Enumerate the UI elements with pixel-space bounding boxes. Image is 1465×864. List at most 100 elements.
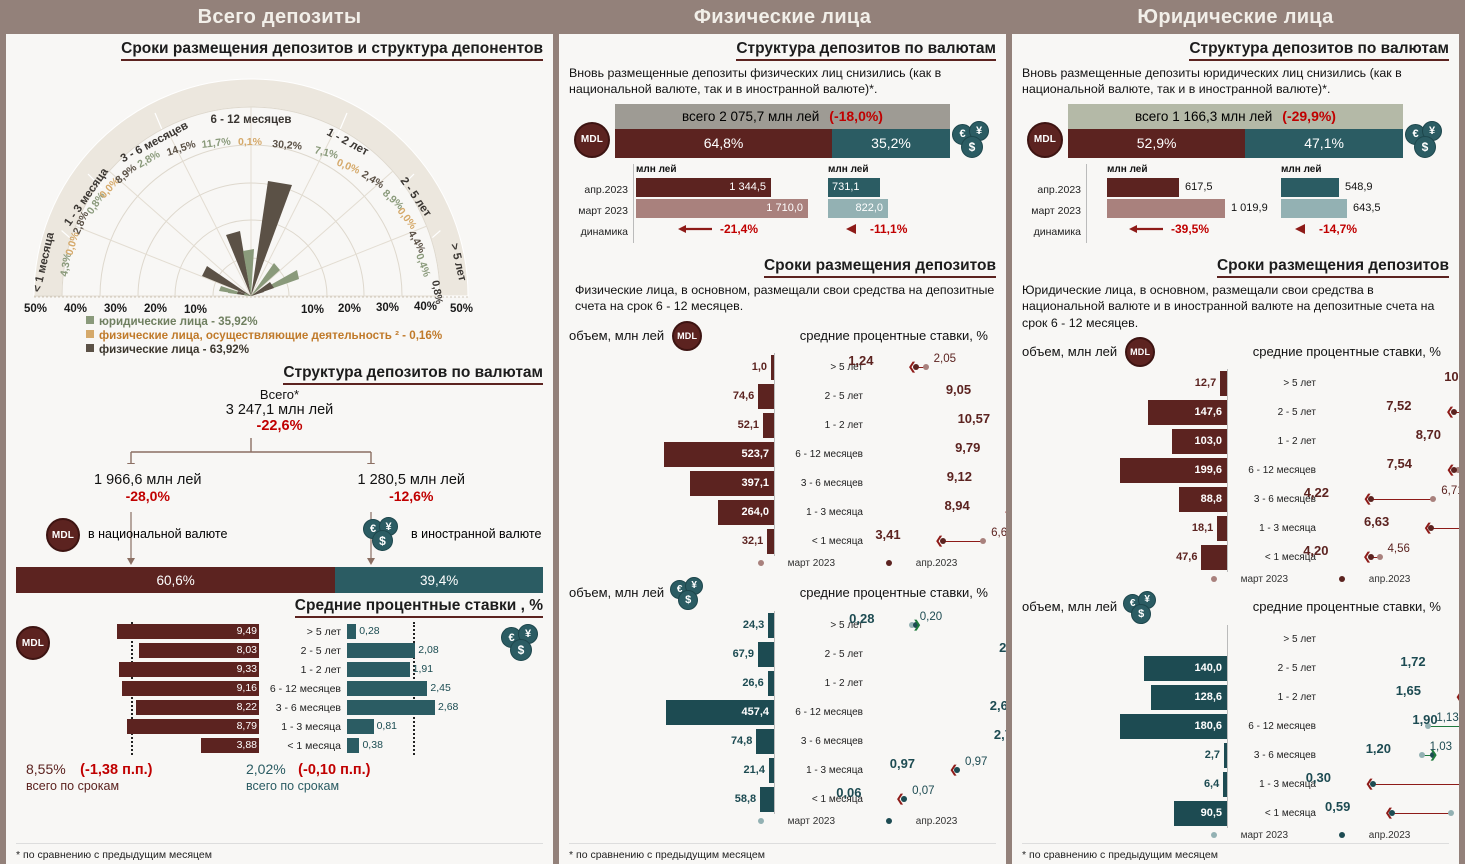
- leg-fx-terms-header: объем, млн лей € ¥ $ средние процентные …: [1022, 590, 1449, 624]
- legend-old: март 2023: [746, 558, 847, 569]
- rate-value-new: 2,83: [999, 639, 1006, 655]
- rate-dot-new: [912, 363, 919, 370]
- volume-value: 397,1: [741, 476, 769, 489]
- rate-value-new: 9,12: [946, 468, 972, 484]
- rate-value-new: 7,52: [1386, 397, 1412, 413]
- ind-mdl-term-chart: 1,0 74,6 52,1 523,7 397,1 264,0 32,1 > 5 лет 2 -…: [569, 352, 1006, 556]
- rate-dot-old: [1455, 466, 1459, 473]
- volume-row: 264,0: [569, 498, 774, 527]
- rate-dot-old: [1430, 495, 1437, 502]
- volume-value: 88,8: [1200, 492, 1222, 505]
- volume-value: 24,3: [742, 619, 765, 631]
- rate-arrow-icon: ❮: [1363, 492, 1373, 505]
- volume-bar: 397,1: [690, 470, 774, 496]
- flow-fx-change: -12,6%: [389, 488, 434, 504]
- volume-row: 2,7: [1022, 741, 1227, 770]
- volume-row: 180,6: [1022, 712, 1227, 741]
- rate-row: ❮0,591,47: [1319, 799, 1454, 828]
- ind-comparison-table: апр.2023 март 2023 динамика млн лей 1 34…: [569, 163, 996, 243]
- volume-bar: 88,8: [1179, 486, 1227, 512]
- leg-fx-coins-icon: € ¥ $: [1405, 120, 1447, 158]
- volume-value: 128,6: [1194, 690, 1222, 703]
- svg-text:10%: 10%: [184, 304, 207, 313]
- rate-value-old: 4,56: [1387, 542, 1410, 555]
- legend-new: апр.2023: [1327, 574, 1423, 585]
- rate-row: ❮ 0,97 0,97: [866, 756, 996, 785]
- volume-value: 147,6: [1194, 405, 1222, 418]
- leg-fx-dyn: -14,7%: [1319, 222, 1358, 237]
- ind-table-row-labels: апр.2023 март 2023 динамика: [569, 164, 633, 243]
- legend-swatch-legal: [86, 316, 94, 324]
- rate-value-new: 8,70: [1415, 426, 1441, 442]
- ind-currency-title-wrap: Структура депозитов по валютам: [569, 40, 996, 61]
- rate-row: ❮9,7910,35: [866, 440, 996, 469]
- rate-dot-old: [1418, 751, 1425, 758]
- split-mdl: 60,6%: [16, 567, 336, 593]
- volume-value: 52,1: [737, 419, 760, 431]
- leg-mdl-term-chart: 12,7 147,6 103,0 199,6 88,8 18,1 47,6 > 5 лет 2 …: [1022, 368, 1459, 572]
- term-category: 6 - 12 месяцев: [795, 706, 863, 718]
- volume-row: 397,1: [569, 469, 774, 498]
- volume-row: 199,6: [1022, 456, 1227, 485]
- leg-fx-vol-header: объем, млн лей: [1022, 599, 1118, 615]
- rate-value-new: 1,90: [1412, 711, 1438, 727]
- svg-text:11,7%: 11,7%: [201, 135, 232, 151]
- volume-row: 457,4: [569, 698, 774, 727]
- leg-total-text: всего 1 166,3 млн лей: [1135, 108, 1273, 124]
- rate-dot-new: [939, 537, 946, 544]
- rates-chart: 9,49 > 5 лет 0,28 8,03 2 - 5 лет 2,08 9,33 1 - …: [74, 622, 497, 755]
- rate-bar-mdl: 8,03: [74, 643, 259, 658]
- rate-dot-new: [954, 766, 961, 773]
- volume-bars: 1,0 74,6 52,1 523,7 397,1 264,0 32,1: [569, 353, 774, 556]
- svg-text:40%: 40%: [64, 303, 87, 313]
- volume-row: 26,6: [569, 669, 774, 698]
- leg-total-change: (-29,9%): [1282, 108, 1336, 125]
- ind-mdl-vol-header: объем, млн лей: [569, 328, 665, 343]
- leg-currency-title-wrap: Структура депозитов по валютам: [1022, 40, 1449, 61]
- volume-row: 128,6: [1022, 683, 1227, 712]
- term-category: > 5 лет: [1283, 377, 1316, 389]
- rate-dot-new: [1367, 553, 1374, 560]
- ind-total-bar: всего 2 075,7 млн лей (-18,0%): [615, 103, 950, 129]
- legend-new: апр.2023: [1327, 830, 1423, 841]
- column-legal-title: Юридические лица: [1137, 6, 1334, 28]
- leg-terms-fx-coins-icon: € ¥ $: [1123, 590, 1161, 624]
- rate-bar-fx: 2,68: [347, 700, 497, 715]
- term-category: 3 - 6 месяцев: [1253, 749, 1316, 761]
- rate-row: ❯2,742,52: [866, 727, 1006, 756]
- leg-mdl-rate-header: средние процентные ставки, %: [1252, 344, 1441, 360]
- ind-mdl-unit: млн лей: [636, 163, 677, 175]
- leg-currency-bars: MDL всего 1 166,3 млн лей (-29,9%) 52,9%…: [1022, 103, 1449, 158]
- rate-arrow-icon: ❮: [949, 763, 959, 776]
- term-category: 6 - 12 месяцев: [1248, 464, 1316, 476]
- volume-bar: 264,0: [718, 499, 774, 525]
- rate-bar-fx: 2,08: [347, 643, 497, 658]
- rate-row: 8,79 1 - 3 месяца 0,81: [74, 717, 497, 736]
- volume-row: 24,3: [569, 611, 774, 640]
- radial-chart-svg: < 1 месяца 1 - 3 месяца 3 - 6 месяцев 6 …: [24, 78, 473, 316]
- radial-legend: юридические лица - 35,92% физические лиц…: [16, 315, 543, 356]
- rate-row: ❮ 4,20 4,56: [1303, 542, 1449, 572]
- term-category: 2 - 5 лет: [824, 648, 863, 660]
- flow-mdl-caption: в национальной валюте: [88, 527, 228, 542]
- ind-mdl-rate-header: средние процентные ставки, %: [799, 328, 988, 343]
- term-category: 1 - 2 лет: [1277, 691, 1316, 703]
- leg-mdl-vol-header: объем, млн лей: [1022, 344, 1118, 360]
- term-categories: > 5 лет 2 - 5 лет 1 - 2 лет 6 - 12 месяцев 3…: [1227, 368, 1319, 572]
- rate-arrow-icon: ❮: [1455, 691, 1459, 702]
- fx-total-rate: 2,02%: [246, 761, 286, 777]
- term-category: 3 - 6 месяцев: [800, 477, 863, 489]
- volume-value: 180,6: [1194, 719, 1222, 732]
- term-category: 1 - 2 лет: [824, 677, 863, 689]
- volume-bar: 147,6: [1147, 399, 1227, 425]
- rate-value-new: 10,13: [1444, 368, 1459, 384]
- rate-row: ❮10,1310,48: [1319, 369, 1459, 398]
- rate-row: ❮1,651,74: [1319, 683, 1459, 712]
- volume-value: 523,7: [741, 447, 769, 460]
- svg-text:0,1%: 0,1%: [238, 136, 263, 148]
- term-category: 2 - 5 лет: [824, 390, 863, 402]
- svg-text:7,1%: 7,1%: [313, 144, 340, 162]
- rate-bar-fx: 2,45: [347, 681, 497, 696]
- rate-value-old: 2,05: [933, 352, 957, 365]
